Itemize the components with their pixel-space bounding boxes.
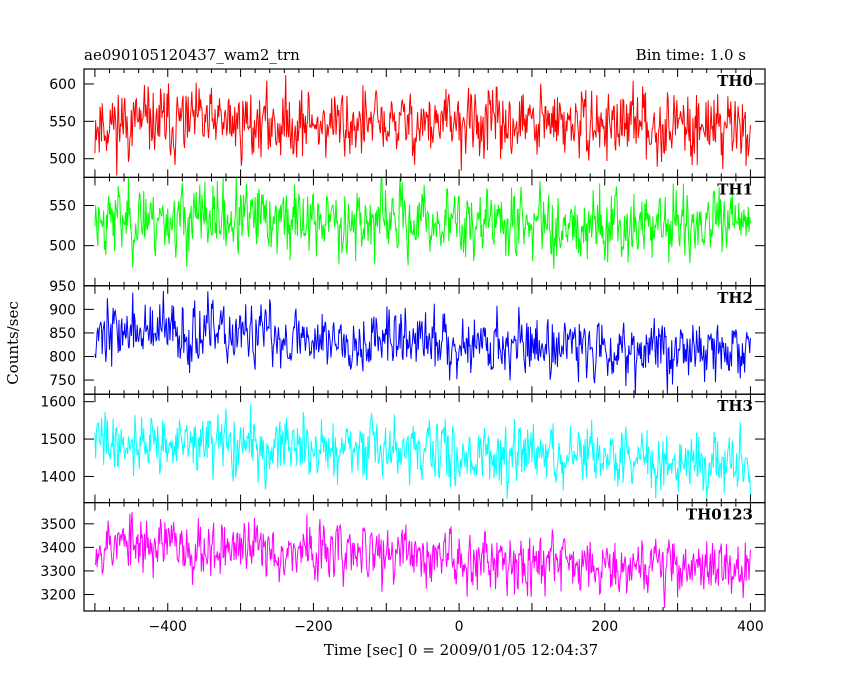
y-tick-label: 550 <box>49 199 76 215</box>
series-line-th0 <box>94 75 751 176</box>
y-tick-label: 850 <box>49 326 76 342</box>
x-tick-label: 200 <box>591 619 618 635</box>
y-tick-label: 3200 <box>40 588 76 604</box>
y-tick-label: 1400 <box>40 469 76 485</box>
x-tick-label: −400 <box>149 619 187 635</box>
y-tick-label: 600 <box>49 77 76 93</box>
series-line-th0123 <box>94 512 751 608</box>
panel-label-th2: TH2 <box>717 289 753 307</box>
panel-label-th3: TH3 <box>717 397 753 415</box>
y-tick-label: 3400 <box>40 540 76 556</box>
x-axis-label: Time [sec] 0 = 2009/01/05 12:04:37 <box>324 641 598 659</box>
y-tick-label: 3500 <box>40 517 76 533</box>
x-tick-label: 0 <box>455 619 464 635</box>
chart-title: ae090105120437_wam2_trn <box>84 46 300 64</box>
panel-label-th0: TH0 <box>717 72 753 90</box>
panel-label-th1: TH1 <box>717 180 753 198</box>
y-tick-label: 500 <box>49 239 76 255</box>
y-tick-label: 500 <box>49 152 76 168</box>
panel-frame <box>83 502 766 612</box>
panels-group: 500 550 600 TH0 500 550 TH1 750 800 850 900 950 TH2 1… <box>40 68 766 635</box>
y-tick-label: 900 <box>49 302 76 318</box>
y-tick-label: 750 <box>49 373 76 389</box>
y-tick-label: 1600 <box>40 395 76 411</box>
series-line-th3 <box>94 403 751 499</box>
x-tick-label: −200 <box>294 619 332 635</box>
y-tick-label: 3300 <box>40 564 76 580</box>
y-axis-label: Counts/sec <box>4 301 22 385</box>
y-tick-label: 950 <box>49 279 76 295</box>
x-tick-label: 400 <box>737 619 764 635</box>
y-tick-label: 550 <box>49 114 76 130</box>
series-line-th1 <box>94 177 751 269</box>
bin-time-label: Bin time: 1.0 s <box>636 46 746 64</box>
panel-label-th0123: TH0123 <box>686 506 753 524</box>
y-tick-label: 800 <box>49 349 76 365</box>
y-tick-label: 1500 <box>40 432 76 448</box>
series-line-th2 <box>94 290 751 395</box>
